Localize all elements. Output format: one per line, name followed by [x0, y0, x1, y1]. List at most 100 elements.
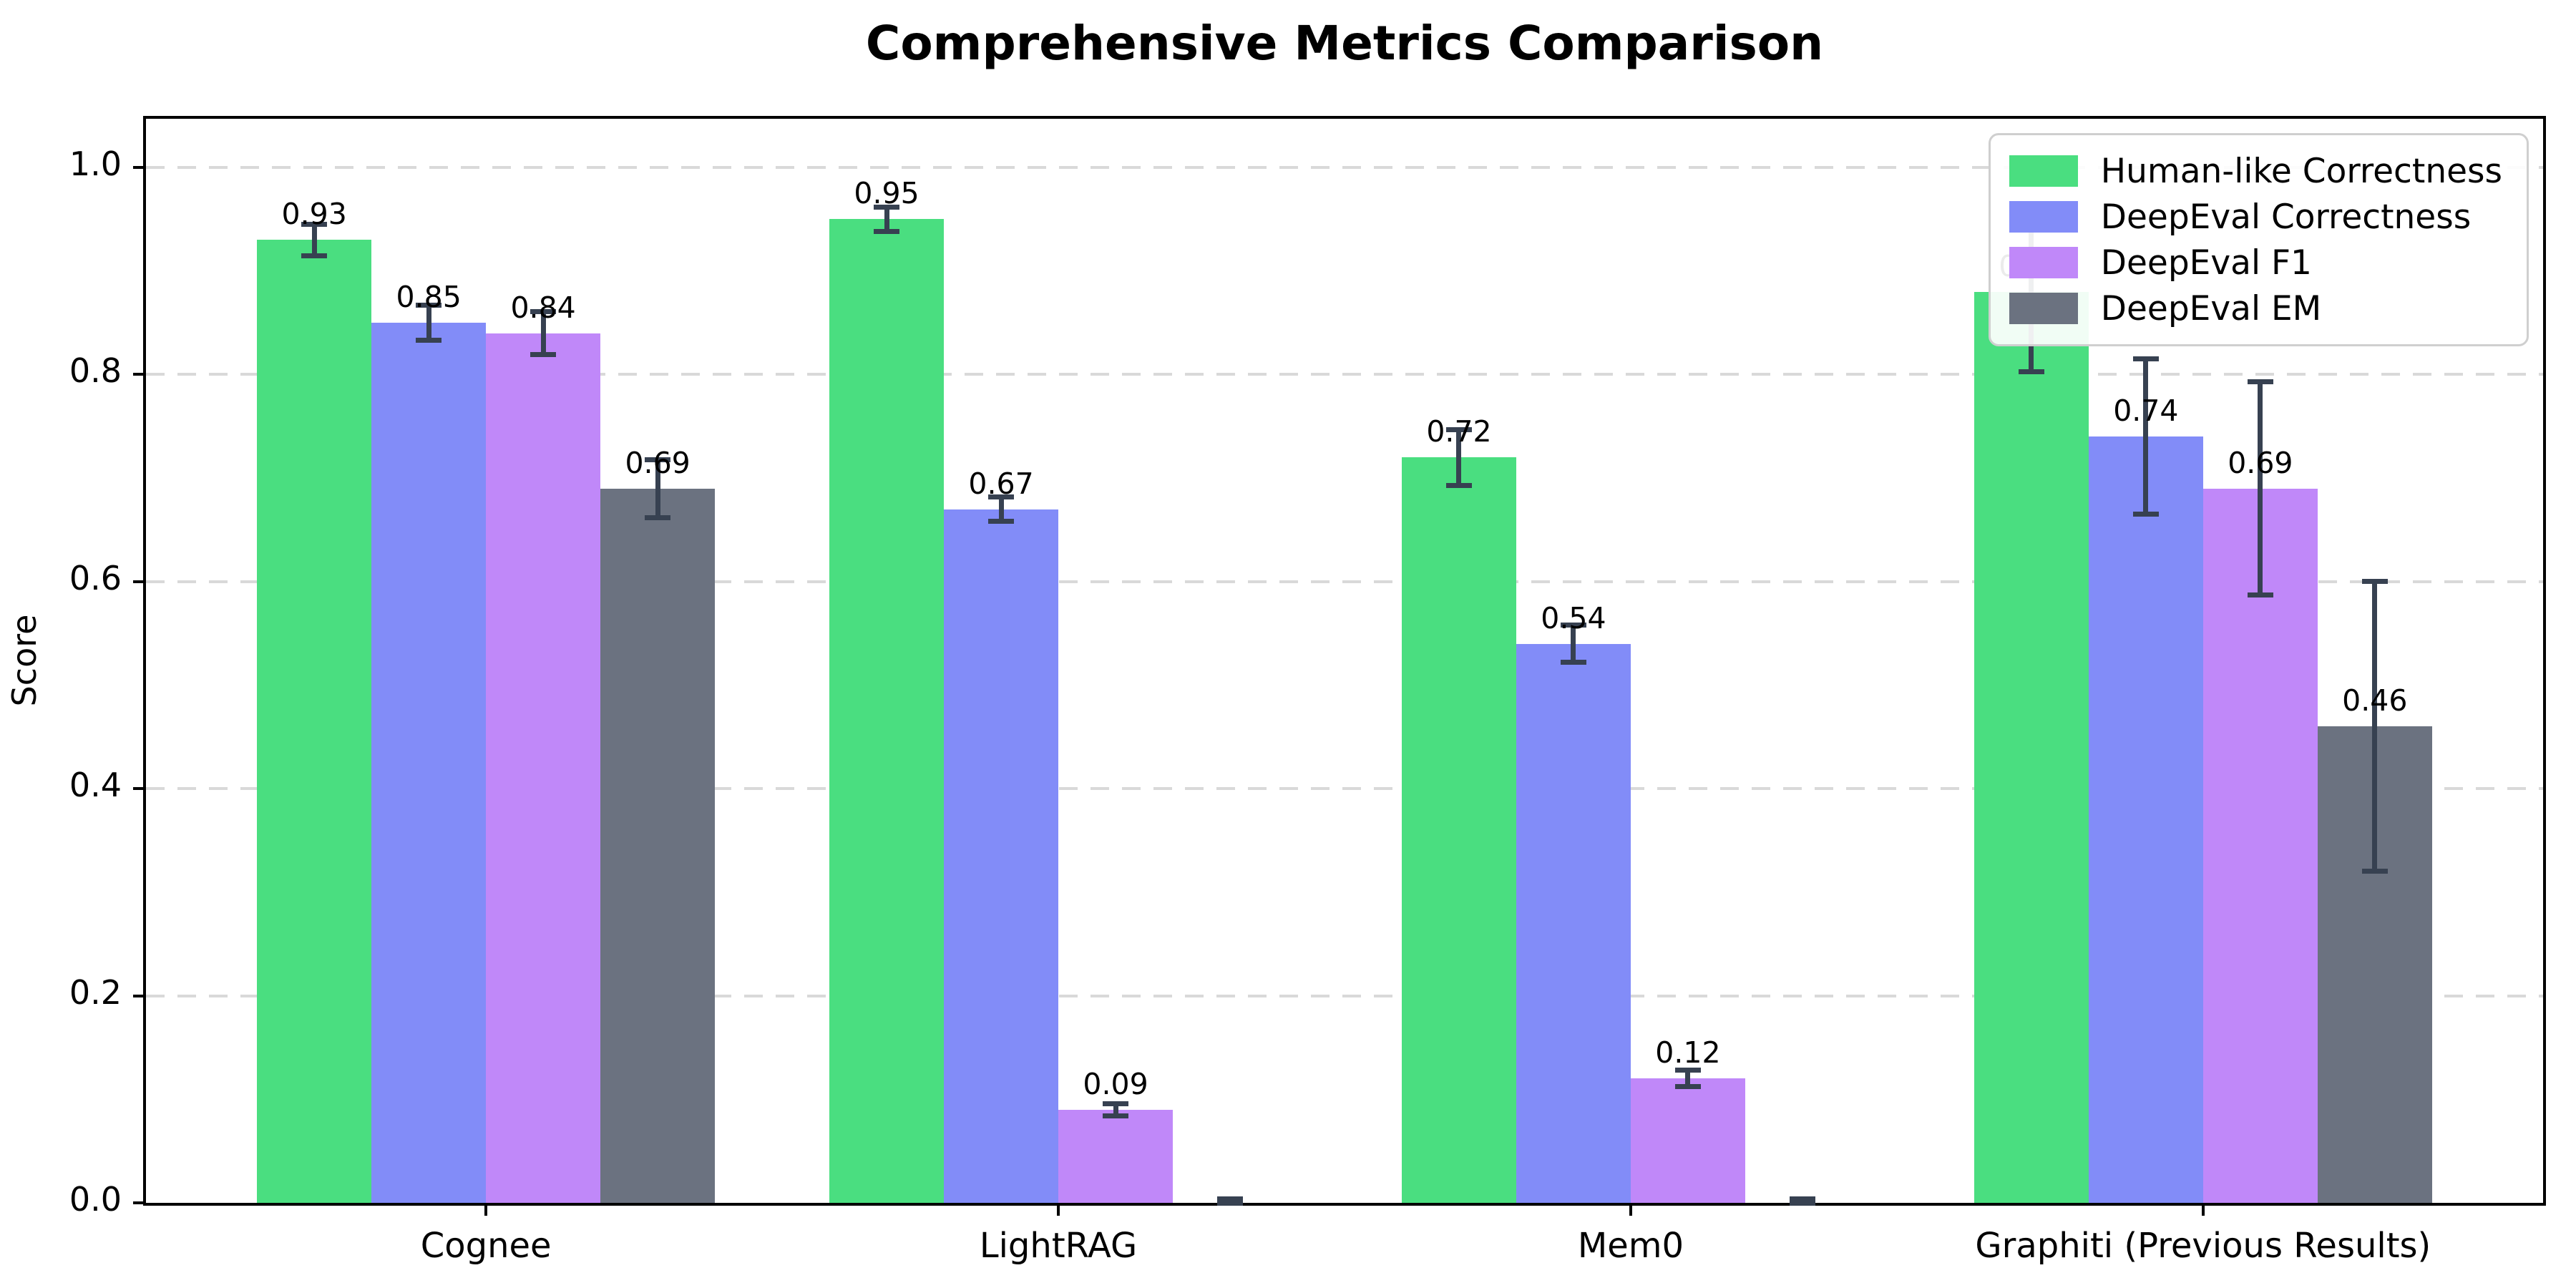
error-bar-cap: [1103, 1113, 1129, 1118]
legend-label: DeepEval EM: [2100, 288, 2322, 328]
error-bar: [655, 459, 660, 518]
x-tick-label: Mem0: [1577, 1226, 1684, 1266]
error-bar-cap: [2247, 379, 2273, 385]
y-tick-mark: [133, 580, 146, 583]
gridline: [146, 580, 2543, 583]
bar-value-label: 0.84: [510, 290, 576, 325]
bar: [1058, 1109, 1174, 1203]
y-tick-label: 0.2: [69, 972, 122, 1012]
error-bar-cap: [1217, 1196, 1244, 1201]
error-bar-cap: [2361, 579, 2388, 585]
legend-label: DeepEval Correctness: [2100, 197, 2472, 237]
error-bar: [540, 311, 546, 355]
x-tick-mark: [1057, 1203, 1060, 1216]
y-tick-mark: [133, 373, 146, 376]
bar: [600, 488, 716, 1203]
x-tick-mark: [484, 1203, 488, 1216]
error-bar-cap: [874, 204, 900, 210]
bar-value-label: 0.69: [2228, 445, 2293, 480]
y-tick-label: 1.0: [69, 145, 122, 184]
bar: [1974, 291, 2089, 1203]
legend-item: DeepEval EM: [2009, 286, 2502, 331]
bar-value-label: 0.54: [1541, 600, 1606, 635]
error-bar-cap: [1560, 623, 1586, 628]
y-tick-mark: [133, 1201, 146, 1204]
error-bar-cap: [1789, 1200, 1815, 1206]
bar: [371, 323, 487, 1203]
bar-value-label: 0.46: [2342, 683, 2408, 718]
x-tick-mark: [1629, 1203, 1632, 1216]
bar: [1516, 643, 1631, 1203]
bar: [944, 509, 1059, 1203]
error-bar-cap: [1445, 426, 1472, 432]
bar: [2202, 488, 2318, 1203]
plot-area: Human-like Correctness DeepEval Correctne…: [69, 116, 2546, 1266]
bar: [829, 219, 945, 1203]
legend-swatch: [2009, 201, 2078, 233]
error-bar: [1113, 1103, 1118, 1116]
y-tick-mark: [133, 166, 146, 170]
legend: Human-like Correctness DeepEval Correctne…: [1988, 133, 2529, 346]
error-bar-cap: [301, 222, 328, 228]
error-bar: [1685, 1070, 1691, 1087]
error-bar-cap: [2132, 512, 2159, 517]
error-bar: [2143, 358, 2149, 514]
legend-label: DeepEval F1: [2100, 243, 2312, 283]
bar: [1630, 1078, 1745, 1203]
error-bar-cap: [1674, 1084, 1701, 1090]
bar-value-label: 0.85: [396, 280, 462, 315]
error-bar: [1456, 429, 1462, 486]
y-tick-label: 0.6: [69, 558, 122, 597]
legend-swatch: [2009, 155, 2078, 187]
y-tick-label: 0.0: [69, 1180, 122, 1219]
legend-item: DeepEval Correctness: [2009, 194, 2502, 240]
legend-item: Human-like Correctness: [2009, 148, 2502, 194]
bar-value-label: 0.12: [1655, 1035, 1721, 1070]
error-bar-cap: [988, 519, 1015, 525]
error-bar-cap: [2018, 369, 2044, 374]
error-bar: [1571, 625, 1576, 663]
error-bar-cap: [416, 338, 442, 343]
error-bar-cap: [530, 352, 557, 358]
y-tick-label: 0.4: [69, 766, 122, 805]
error-bar: [998, 497, 1004, 522]
bar-value-label: 0.69: [625, 445, 691, 480]
legend-swatch: [2009, 247, 2078, 278]
error-bar-cap: [2361, 869, 2388, 874]
error-bar: [311, 224, 317, 256]
gridline: [146, 994, 2543, 997]
x-tick-mark: [2201, 1203, 2205, 1216]
y-axis-title: Score: [5, 614, 44, 707]
error-bar-cap: [301, 253, 328, 258]
error-bar-cap: [530, 308, 557, 314]
error-bar-cap: [874, 229, 900, 235]
bar-value-label: 0.93: [281, 197, 347, 232]
error-bar-cap: [645, 457, 671, 462]
error-bar: [2258, 381, 2263, 595]
bar-value-label: 0.72: [1426, 414, 1492, 449]
gridline: [146, 787, 2543, 791]
legend-label: Human-like Correctness: [2100, 151, 2502, 191]
bar-value-label: 0.09: [1083, 1066, 1148, 1101]
chart-title: Comprehensive Metrics Comparison: [865, 16, 1824, 71]
error-bar-cap: [416, 302, 442, 308]
error-bar-cap: [1217, 1200, 1244, 1206]
error-bar: [426, 305, 431, 341]
bar: [486, 333, 601, 1203]
bar: [257, 240, 372, 1203]
legend-swatch: [2009, 293, 2078, 324]
x-tick-label: LightRAG: [979, 1226, 1138, 1266]
error-bar-cap: [1445, 482, 1472, 488]
error-bar-cap: [2247, 592, 2273, 598]
error-bar: [2372, 581, 2378, 872]
gridline: [146, 166, 2543, 170]
bar-value-label: 0.95: [854, 176, 919, 211]
bar-value-label: 0.67: [968, 466, 1034, 501]
error-bar-cap: [1674, 1068, 1701, 1073]
error-bar: [884, 207, 889, 232]
error-bar-cap: [2132, 356, 2159, 362]
error-bar-cap: [988, 494, 1015, 499]
bar-value-label: 0.74: [2113, 394, 2179, 429]
bar: [2088, 436, 2203, 1203]
